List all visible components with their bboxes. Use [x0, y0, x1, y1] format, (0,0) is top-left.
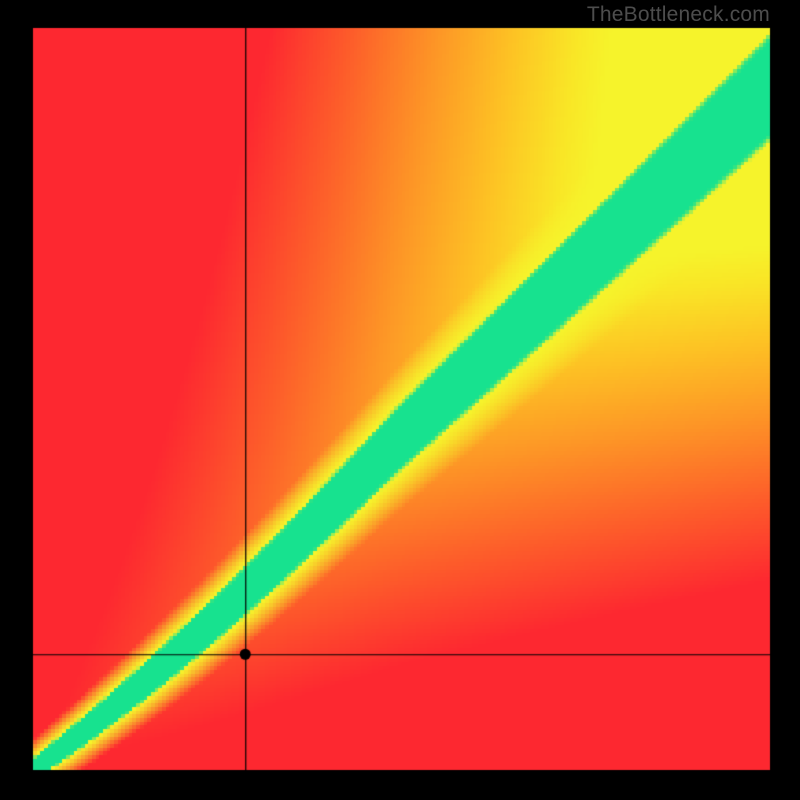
heatmap-canvas — [0, 0, 800, 800]
chart-container: TheBottleneck.com — [0, 0, 800, 800]
